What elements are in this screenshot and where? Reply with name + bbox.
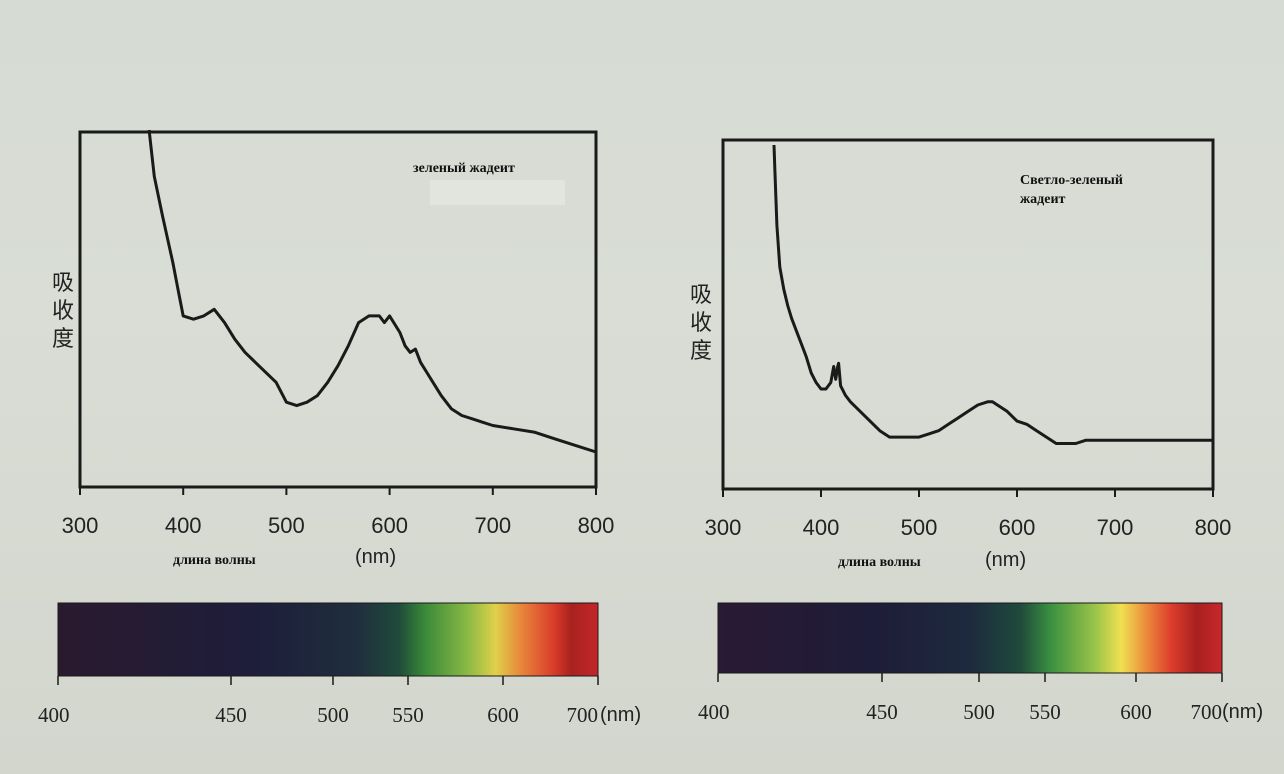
spectrum-unit-left: (nm) <box>600 704 641 726</box>
plot-frame-left <box>78 130 598 489</box>
ylabel-left-c3: 度 <box>52 327 74 352</box>
plot-frame-right <box>721 138 1215 491</box>
spectrum-tick-label: 450 <box>866 700 898 724</box>
x-tick-label: 400 <box>165 513 202 538</box>
xunit-left: (nm) <box>355 546 396 568</box>
spectrum-tick-label: 550 <box>1029 700 1061 724</box>
chart-left: зеленый жадеит 吸 收 度 300 400 500 600 700 800 … <box>38 129 641 727</box>
title-right: Светло-зеленый жадеит <box>1020 173 1126 207</box>
x-tick-label: 600 <box>999 515 1036 540</box>
spectrum-tick-label: 400 <box>38 703 70 727</box>
x-tick-label: 300 <box>62 513 99 538</box>
spectrum-ticks-left: 400 450 500 550 600 700 <box>38 676 599 727</box>
x-tick-label: 400 <box>803 515 840 540</box>
xlabel-right: длина волны <box>838 555 921 570</box>
spectrum-tick-label: 550 <box>392 703 424 727</box>
ylabel-right: 吸 收 度 <box>690 283 719 364</box>
title-right-line2: жадеит <box>1020 192 1066 207</box>
series-line-left <box>147 129 597 454</box>
spectrum-tick-label: 700 <box>567 703 599 727</box>
spectrum-tick-label: 500 <box>317 703 349 727</box>
spectrum-unit-right: (nm) <box>1222 701 1263 723</box>
spectrum-tick-label: 600 <box>1120 700 1152 724</box>
x-tick-label: 300 <box>705 515 742 540</box>
xlabel-left: длина волны <box>173 553 256 568</box>
title-patch-left <box>430 180 565 205</box>
x-tick-label: 800 <box>1195 515 1232 540</box>
x-tick-label: 500 <box>268 513 305 538</box>
ylabel-right-c1: 吸 <box>690 283 712 308</box>
ylabel-left-c1: 吸 <box>52 271 74 296</box>
ylabel-left-c2: 收 <box>52 299 74 324</box>
ylabel-right-c3: 度 <box>690 339 712 364</box>
xunit-right: (nm) <box>985 549 1026 571</box>
ylabel-right-c2: 收 <box>690 311 712 336</box>
title-left: зеленый жадеит <box>413 161 515 176</box>
spectrum-tick-label: 400 <box>698 700 730 724</box>
x-ticks-left: 300 400 500 600 700 800 <box>62 487 615 538</box>
spectrum-bar-right <box>717 602 1223 674</box>
chart-right: Светло-зеленый жадеит 吸 收 度 300 400 500 600… <box>690 138 1263 724</box>
spectrum-tick-label: 600 <box>487 703 519 727</box>
title-right-line1: Светло-зеленый <box>1020 173 1123 188</box>
spectrum-tick-label: 450 <box>215 703 247 727</box>
x-tick-label: 800 <box>578 513 615 538</box>
x-tick-label: 600 <box>371 513 408 538</box>
x-ticks-right: 300 400 500 600 700 800 <box>705 489 1232 540</box>
spectrum-bar-left <box>57 602 599 677</box>
series-line-right <box>772 144 1213 445</box>
spectrum-tick-label: 500 <box>963 700 995 724</box>
spectrum-ticks-right: 400 450 500 550 600 700 <box>698 673 1223 724</box>
x-tick-label: 700 <box>474 513 511 538</box>
ylabel-left: 吸 收 度 <box>52 271 81 352</box>
x-tick-label: 500 <box>901 515 938 540</box>
x-tick-label: 700 <box>1097 515 1134 540</box>
spectrum-tick-label: 700 <box>1191 700 1223 724</box>
